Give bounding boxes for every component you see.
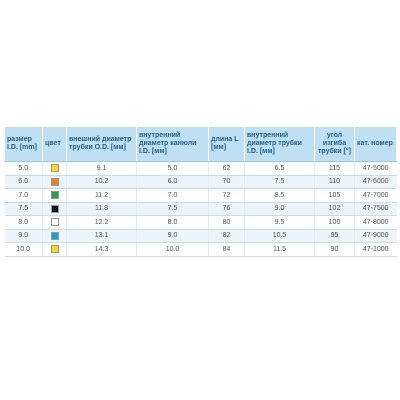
cell-size: 6.0 [4, 175, 43, 189]
cell-angle: 90 [314, 242, 355, 257]
cell-cannula-id: 7.0 [136, 188, 209, 203]
color-swatch [50, 204, 59, 213]
cell-size: 7.5 [4, 202, 43, 216]
cell-color [42, 175, 67, 189]
cell-length: 82 [208, 229, 245, 243]
header-row: размер I.D. [mm] цвет внешний диаметр тр… [4, 126, 397, 162]
cell-outer-diameter: 12.2 [66, 215, 137, 230]
cell-length: 80 [208, 215, 245, 230]
cell-tube-id: 7.5 [244, 175, 315, 189]
cell-angle: 95 [314, 229, 355, 243]
cell-size: 10.0 [4, 242, 43, 257]
header-length: длина L [мм] [208, 126, 245, 162]
cell-size: 9.0 [4, 229, 43, 243]
cell-color [42, 242, 67, 257]
cell-angle: 110 [314, 175, 355, 189]
cell-cannula-id: 7.5 [136, 202, 209, 216]
color-swatch [50, 177, 59, 186]
cell-outer-diameter: 9.1 [66, 161, 137, 176]
cell-outer-diameter: 11.2 [66, 188, 137, 203]
cell-angle: 100 [314, 215, 355, 230]
table-row: 10.0 14.3 10.0 84 11.5 90 47-1000 [4, 242, 397, 257]
cell-angle: 115 [314, 161, 355, 176]
color-swatch [50, 231, 59, 240]
cell-catalog-number: 47-1000 [354, 242, 397, 257]
cell-length: 76 [208, 202, 245, 216]
cell-cannula-id: 6.0 [136, 175, 209, 189]
color-swatch [50, 191, 59, 200]
cell-color [42, 229, 67, 243]
cell-catalog-number: 47-8000 [354, 215, 397, 230]
table-row: 6.0 10.2 6.0 70 7.5 110 47-6000 [4, 175, 397, 189]
header-angle: угол изгиба трубки [°] [314, 126, 355, 162]
table-body: 5.0 9.1 5.0 62 6.5 115 47-5000 6.0 10.2 6.0 70 7.5 1… [4, 161, 397, 257]
table-row: 9.0 13.1 9.0 82 10.5 95 47-9000 [4, 229, 397, 243]
cell-outer-diameter: 11.8 [66, 202, 137, 216]
header-outer-diameter: внешний диаметр трубки O.D. [мм] [66, 126, 137, 162]
cell-outer-diameter: 14.3 [66, 242, 137, 257]
color-swatch [50, 218, 59, 227]
cell-cannula-id: 5.0 [136, 161, 209, 176]
header-color: цвет [42, 126, 67, 162]
cell-color [42, 215, 67, 230]
cell-length: 84 [208, 242, 245, 257]
cell-angle: 102 [314, 202, 355, 216]
header-cannula-id: внутренний диаметр канюли I.D. [мм] [136, 126, 209, 162]
cell-cannula-id: 9.0 [136, 229, 209, 243]
cell-tube-id: 8.5 [244, 188, 315, 203]
table-row: 5.0 9.1 5.0 62 6.5 115 47-5000 [4, 161, 397, 176]
cell-cannula-id: 10.0 [136, 242, 209, 257]
header-size: размер I.D. [mm] [4, 126, 43, 162]
cell-tube-id: 11.5 [244, 242, 315, 257]
cell-angle: 105 [314, 188, 355, 203]
cell-outer-diameter: 13.1 [66, 229, 137, 243]
cell-catalog-number: 47-6000 [354, 175, 397, 189]
cell-catalog-number: 47-9000 [354, 229, 397, 243]
cell-color [42, 202, 67, 216]
cell-size: 8.0 [4, 215, 43, 230]
cell-catalog-number: 47-7500 [354, 202, 397, 216]
header-catalog-number: кат. номер [354, 126, 397, 162]
table-row: 7.5 11.8 7.5 76 9.0 102 47-7500 [4, 202, 397, 216]
color-swatch [50, 245, 59, 254]
cell-size: 5.0 [4, 161, 43, 176]
cell-cannula-id: 8.0 [136, 215, 209, 230]
cell-tube-id: 9.5 [244, 215, 315, 230]
cell-catalog-number: 47-7000 [354, 188, 397, 203]
table-row: 8.0 12.2 8.0 80 9.5 100 47-8000 [4, 215, 397, 230]
cell-tube-id: 6.5 [244, 161, 315, 176]
header-tube-id: внутренний диаметр трубки I.D. [мм] [244, 126, 315, 162]
cell-tube-id: 9.0 [244, 202, 315, 216]
cell-color [42, 161, 67, 176]
cell-tube-id: 10.5 [244, 229, 315, 243]
spec-table-container: размер I.D. [mm] цвет внешний диаметр тр… [4, 126, 397, 257]
cell-size: 7.0 [4, 188, 43, 203]
cell-outer-diameter: 10.2 [66, 175, 137, 189]
cell-catalog-number: 47-5000 [354, 161, 397, 176]
table-row: 7.0 11.2 7.0 72 8.5 105 47-7000 [4, 188, 397, 203]
spec-table: размер I.D. [mm] цвет внешний диаметр тр… [4, 126, 397, 257]
cell-length: 70 [208, 175, 245, 189]
cell-color [42, 188, 67, 203]
cell-length: 72 [208, 188, 245, 203]
cell-length: 62 [208, 161, 245, 176]
color-swatch [50, 164, 59, 173]
